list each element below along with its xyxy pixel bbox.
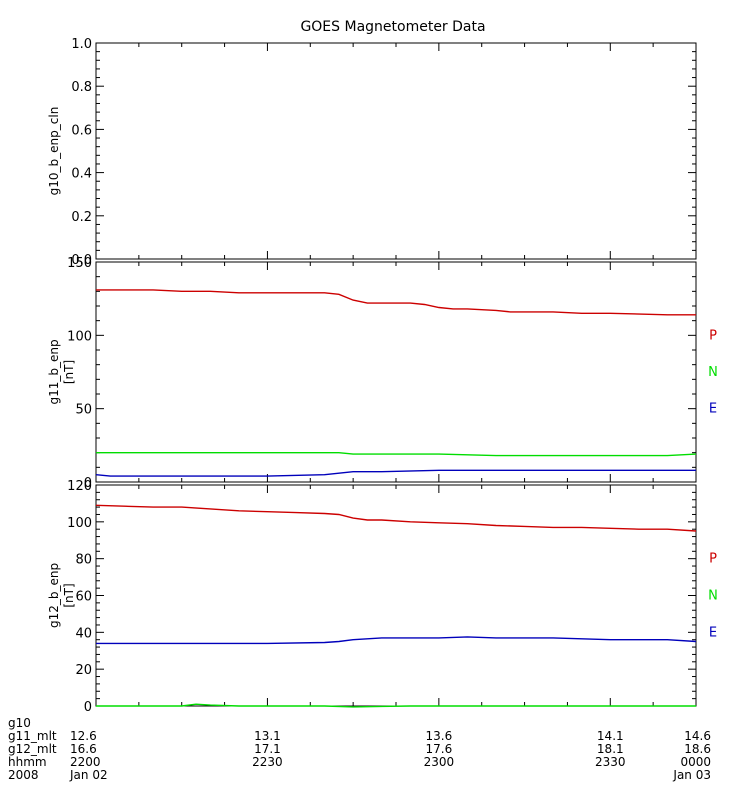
panel3-y-tick-label: 20 [75, 663, 92, 678]
panel1-y-tick-label: 0.4 [71, 167, 92, 182]
panel2-legend-E: E [709, 402, 717, 417]
x-row-label: g11_mlt [8, 729, 57, 743]
x-row-value: 18.1 [597, 742, 624, 756]
panel3-series-P [95, 504, 697, 532]
x-row-label: 2008 [8, 768, 39, 782]
x-row-label: hhmm [8, 755, 47, 769]
panel2-y-tick-label: 100 [67, 329, 92, 344]
panel2-series-N [96, 452, 697, 457]
panel3-y-tick-label: 0 [84, 700, 92, 715]
chart-title: GOES Magnetometer Data [300, 19, 485, 35]
panel3-y-tick-label: 40 [75, 626, 92, 641]
panel2-y-unit: [nT] [62, 360, 76, 384]
panel2-legend-P: P [709, 328, 717, 343]
panel1-group: 1.0 0.8 0.6 0.4 0.2 0.0 g10_b_enp_cln [47, 37, 697, 268]
x-row-value: 16.6 [70, 742, 97, 756]
panel1-y-tick-label: 0.2 [71, 210, 92, 225]
x-row-value: Jan 03 [672, 768, 711, 782]
panel3-y-tick-label: 80 [75, 553, 92, 568]
panel2-group: 150 100 50 0 g11_b_enp [nT] [47, 256, 697, 491]
panel3-legend-P: P [709, 552, 717, 567]
panel1-y-label: g10_b_enp_cln [47, 107, 61, 196]
panel2-series-E [95, 469, 696, 477]
panel2-legend-N: N [708, 365, 718, 380]
x-row-value: 14.1 [597, 729, 624, 743]
panel1-frame [95, 42, 697, 260]
x-row-label: g10 [8, 716, 31, 730]
x-row-value: 18.6 [684, 742, 711, 756]
panel3-series-E [96, 636, 697, 645]
panel3-y-tick-label: 120 [67, 479, 92, 494]
x-row-value: 0000 [680, 755, 711, 769]
x-row-value: 2300 [424, 755, 455, 769]
panel3-y-label: g12_b_enp [47, 563, 61, 628]
x-row-label: g12_mlt [8, 742, 57, 756]
panel3-group: 120 100 80 60 40 20 0 g12_b_enp [nT] [47, 479, 697, 715]
panel2-y-tick-label: 150 [67, 256, 92, 271]
panel2-y-tick-label: 50 [75, 403, 92, 418]
panel2-series-P [96, 289, 696, 316]
x-row-value: 12.6 [70, 729, 97, 743]
panel3-frame [95, 484, 697, 707]
panel3-y-tick-label: 60 [75, 590, 92, 605]
panel1-y-tick-label: 0.0 [71, 253, 92, 268]
chart-panels: 1.0 0.8 0.6 0.4 0.2 0.0 g10_b_enp_cln 150 100 50 0… [47, 37, 718, 715]
panel2-y-label: g11_b_enp [47, 339, 61, 404]
panel3-y-unit: [nT] [62, 583, 76, 607]
panel3-series-N [96, 703, 696, 708]
panel1-y-tick-label: 0.6 [71, 123, 92, 138]
x-row-value: 2230 [252, 755, 283, 769]
x-row-value: 17.1 [254, 742, 281, 756]
panel3-legend-E: E [709, 625, 717, 640]
panel1-y-tick-label: 0.8 [71, 80, 92, 95]
x-row-value: 17.6 [425, 742, 452, 756]
x-row-value: Jan 02 [69, 768, 108, 782]
panel1-y-tick-label: 1.0 [71, 37, 92, 52]
x-row-value: 2330 [595, 755, 626, 769]
x-row-value: 13.1 [254, 729, 281, 743]
panel2-frame [95, 261, 697, 483]
x-row-value: 2200 [70, 755, 101, 769]
panel3-y-tick-label: 100 [67, 516, 92, 531]
panel2-y-tick-label: 0 [84, 476, 92, 491]
x-row-value: 14.6 [684, 729, 711, 743]
panel3-legend-N: N [708, 589, 718, 604]
x-row-value: 13.6 [425, 729, 452, 743]
